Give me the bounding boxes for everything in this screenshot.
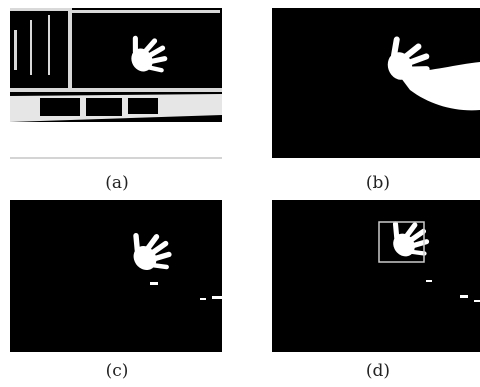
panel-b: (b) [272,8,480,193]
caption: (a) [105,173,128,193]
page: (a) (b) (c) (d) (() => { const data = JS… [0,0,480,383]
panel-d: (d) [272,200,480,381]
caption: (d) [366,361,390,381]
panel-c: (c) [10,200,222,381]
caption: (b) [366,173,390,193]
figure: (a) (b) (c) (d) [0,0,480,383]
panel-a: (a) [10,8,222,193]
caption: (c) [106,361,129,381]
